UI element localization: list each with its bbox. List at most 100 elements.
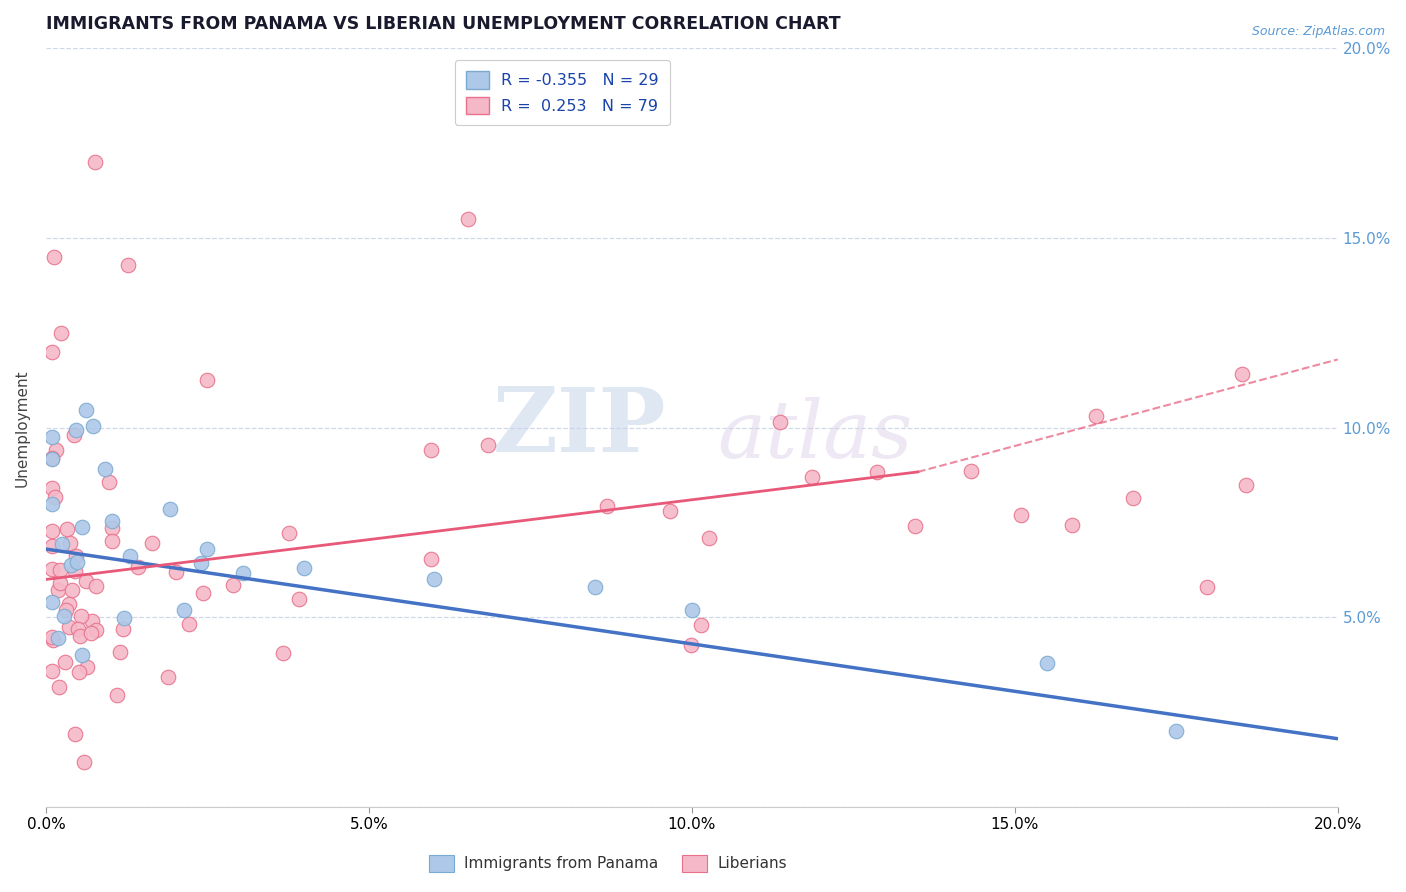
Point xyxy=(583,580,606,594)
Point xyxy=(48,680,70,694)
Point xyxy=(51,537,73,551)
Point xyxy=(75,574,97,589)
Point xyxy=(117,258,139,272)
Point xyxy=(1060,517,1083,532)
Text: atlas: atlas xyxy=(717,397,912,474)
Point xyxy=(41,344,63,359)
Text: IMMIGRANTS FROM PANAMA VS LIBERIAN UNEMPLOYMENT CORRELATION CHART: IMMIGRANTS FROM PANAMA VS LIBERIAN UNEMP… xyxy=(46,15,841,33)
Point xyxy=(277,526,299,541)
Point xyxy=(41,562,63,576)
Point xyxy=(52,608,75,623)
Point xyxy=(60,582,83,597)
Point xyxy=(800,470,823,484)
Point xyxy=(190,556,212,570)
Point xyxy=(65,726,87,740)
Point xyxy=(110,645,132,659)
Point xyxy=(191,586,214,600)
Text: Immigrants from Panama: Immigrants from Panama xyxy=(464,856,658,871)
Point xyxy=(960,464,983,478)
Point xyxy=(66,622,89,636)
Point xyxy=(83,155,105,169)
Point xyxy=(58,597,80,611)
Point xyxy=(49,575,72,590)
Point xyxy=(41,497,63,511)
Point xyxy=(689,618,711,632)
Point xyxy=(98,475,121,490)
Point xyxy=(41,481,63,495)
Point xyxy=(70,520,93,534)
Point xyxy=(65,423,87,437)
Point xyxy=(457,212,479,227)
Point xyxy=(697,531,720,545)
Point xyxy=(127,559,149,574)
Point xyxy=(681,638,703,652)
Point xyxy=(105,688,128,702)
Point xyxy=(41,429,63,443)
Y-axis label: Unemployment: Unemployment xyxy=(15,369,30,486)
Point xyxy=(75,402,97,417)
Point xyxy=(596,500,619,514)
Point xyxy=(904,518,927,533)
Point xyxy=(70,648,93,662)
Point xyxy=(477,438,499,452)
Point xyxy=(79,625,101,640)
Text: Source: ZipAtlas.com: Source: ZipAtlas.com xyxy=(1251,25,1385,38)
Point xyxy=(66,555,89,569)
Point xyxy=(195,373,218,387)
Point xyxy=(93,461,115,475)
Point xyxy=(271,646,294,660)
Point xyxy=(58,536,80,550)
Point xyxy=(292,561,315,575)
Point xyxy=(48,631,70,645)
Point xyxy=(1197,580,1219,594)
Point xyxy=(63,428,86,442)
Point xyxy=(45,442,67,457)
Point xyxy=(49,563,72,577)
Point xyxy=(1084,409,1107,424)
Text: ZIP: ZIP xyxy=(492,384,666,471)
Point xyxy=(179,616,201,631)
Point xyxy=(59,558,82,572)
Point xyxy=(165,565,187,579)
Point xyxy=(101,521,124,535)
Point xyxy=(55,603,77,617)
Point xyxy=(41,595,63,609)
Text: Liberians: Liberians xyxy=(717,856,787,871)
Point xyxy=(84,579,107,593)
Point xyxy=(46,582,69,597)
Point xyxy=(1122,491,1144,506)
Point xyxy=(681,603,703,617)
Point xyxy=(222,578,245,592)
Point xyxy=(58,620,80,634)
Point xyxy=(80,615,103,629)
Point xyxy=(1232,367,1254,381)
Point xyxy=(41,524,63,539)
Point xyxy=(69,629,91,643)
Point xyxy=(51,326,73,340)
Point xyxy=(42,250,65,264)
Point xyxy=(159,501,181,516)
Point xyxy=(70,608,93,623)
Point xyxy=(82,419,104,434)
Point xyxy=(288,592,311,607)
Point xyxy=(420,551,443,566)
Legend: R = -0.355   N = 29, R =  0.253   N = 79: R = -0.355 N = 29, R = 0.253 N = 79 xyxy=(456,61,671,126)
Point xyxy=(65,549,87,563)
Point xyxy=(197,542,219,557)
Point xyxy=(41,451,63,466)
Point xyxy=(419,443,441,458)
Point xyxy=(1234,477,1257,491)
Point xyxy=(866,465,889,479)
Point xyxy=(769,415,792,429)
Point xyxy=(41,630,63,644)
Point xyxy=(1036,656,1059,670)
Point xyxy=(658,503,681,517)
Point xyxy=(101,533,124,548)
Point xyxy=(73,756,96,770)
Point xyxy=(44,491,66,505)
Point xyxy=(53,655,76,669)
Point xyxy=(41,451,63,466)
Point xyxy=(173,603,195,617)
Point xyxy=(120,549,142,564)
Point xyxy=(63,565,86,579)
